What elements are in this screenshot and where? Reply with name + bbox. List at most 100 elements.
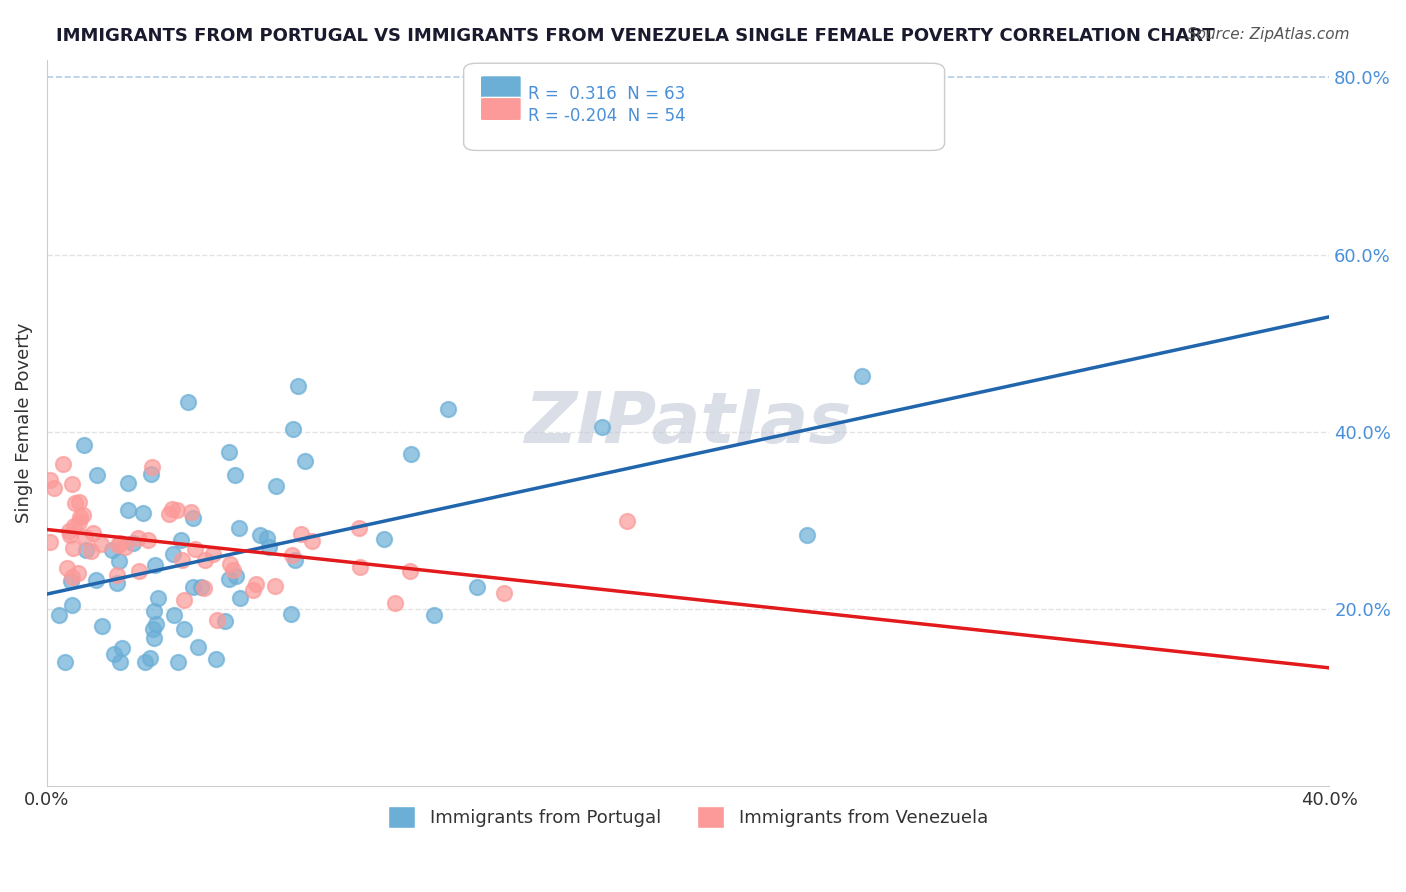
Point	[142, 604, 165, 618]
Point	[218, 572, 240, 586]
Point	[69, 510, 91, 524]
Point	[218, 557, 240, 571]
Point	[205, 652, 228, 666]
Point	[127, 531, 149, 545]
Point	[281, 548, 304, 562]
Point	[142, 622, 165, 636]
Point	[80, 544, 103, 558]
Point	[56, 560, 79, 574]
Point	[181, 581, 204, 595]
Text: IMMIGRANTS FROM PORTUGAL VS IMMIGRANTS FROM VENEZUELA SINGLE FEMALE POVERTY CORR: IMMIGRANTS FROM PORTUGAL VS IMMIGRANTS F…	[56, 27, 1215, 45]
Point	[59, 528, 82, 542]
Point	[60, 598, 83, 612]
Point	[173, 593, 195, 607]
Point	[136, 533, 159, 547]
Y-axis label: Single Female Poverty: Single Female Poverty	[15, 323, 32, 524]
FancyBboxPatch shape	[481, 76, 522, 99]
Point	[162, 502, 184, 516]
Point	[187, 640, 209, 654]
Point	[141, 459, 163, 474]
Point	[616, 515, 638, 529]
Point	[228, 521, 250, 535]
Point	[72, 508, 94, 522]
Text: Source: ZipAtlas.com: Source: ZipAtlas.com	[1187, 27, 1350, 42]
Point	[166, 656, 188, 670]
FancyBboxPatch shape	[464, 63, 945, 151]
Point	[257, 540, 280, 554]
Point	[82, 525, 104, 540]
Point	[166, 503, 188, 517]
Point	[494, 586, 516, 600]
Point	[67, 515, 90, 529]
Point	[114, 541, 136, 555]
Point	[108, 554, 131, 568]
Point	[184, 541, 207, 556]
Point	[290, 526, 312, 541]
Point	[245, 577, 267, 591]
Point	[229, 591, 252, 606]
FancyBboxPatch shape	[481, 97, 522, 120]
Point	[177, 395, 200, 409]
Point	[91, 619, 114, 633]
Point	[111, 641, 134, 656]
Point	[103, 647, 125, 661]
Point	[75, 543, 97, 558]
Point	[173, 622, 195, 636]
Point	[67, 494, 90, 508]
Point	[224, 467, 246, 482]
Point	[194, 553, 217, 567]
Point	[105, 575, 128, 590]
Point	[280, 607, 302, 621]
Point	[162, 547, 184, 561]
Point	[301, 533, 323, 548]
Point	[62, 541, 84, 556]
Point	[349, 560, 371, 574]
Point	[287, 379, 309, 393]
Point	[62, 519, 84, 533]
Point	[117, 476, 139, 491]
Point	[75, 530, 97, 544]
Point	[436, 402, 458, 417]
Point	[139, 651, 162, 665]
Point	[52, 457, 75, 471]
Point	[591, 419, 613, 434]
Point	[170, 533, 193, 548]
Point	[90, 537, 112, 551]
Point	[107, 538, 129, 552]
Point	[139, 467, 162, 481]
Point	[384, 596, 406, 610]
Point	[373, 532, 395, 546]
Point	[60, 477, 83, 491]
Point	[180, 505, 202, 519]
Point	[146, 591, 169, 605]
Point	[181, 510, 204, 524]
Point	[283, 422, 305, 436]
Point	[60, 570, 83, 584]
Text: ZIPatlas: ZIPatlas	[524, 389, 852, 458]
Point	[294, 453, 316, 467]
Point	[467, 580, 489, 594]
Point	[122, 535, 145, 549]
Point	[67, 566, 90, 580]
Point	[134, 656, 156, 670]
Point	[58, 524, 80, 539]
Point	[105, 568, 128, 582]
Point	[131, 506, 153, 520]
Point	[172, 553, 194, 567]
Point	[399, 564, 422, 578]
Legend: Immigrants from Portugal, Immigrants from Venezuela: Immigrants from Portugal, Immigrants fro…	[381, 799, 995, 836]
Point	[42, 481, 65, 495]
Point	[222, 563, 245, 577]
Point	[163, 608, 186, 623]
Point	[117, 503, 139, 517]
Point	[202, 547, 225, 561]
Point	[242, 582, 264, 597]
Point	[264, 579, 287, 593]
Point	[145, 616, 167, 631]
Point	[347, 521, 370, 535]
Point	[205, 613, 228, 627]
Point	[142, 631, 165, 645]
Point	[100, 543, 122, 558]
Point	[86, 467, 108, 482]
Point	[108, 536, 131, 550]
